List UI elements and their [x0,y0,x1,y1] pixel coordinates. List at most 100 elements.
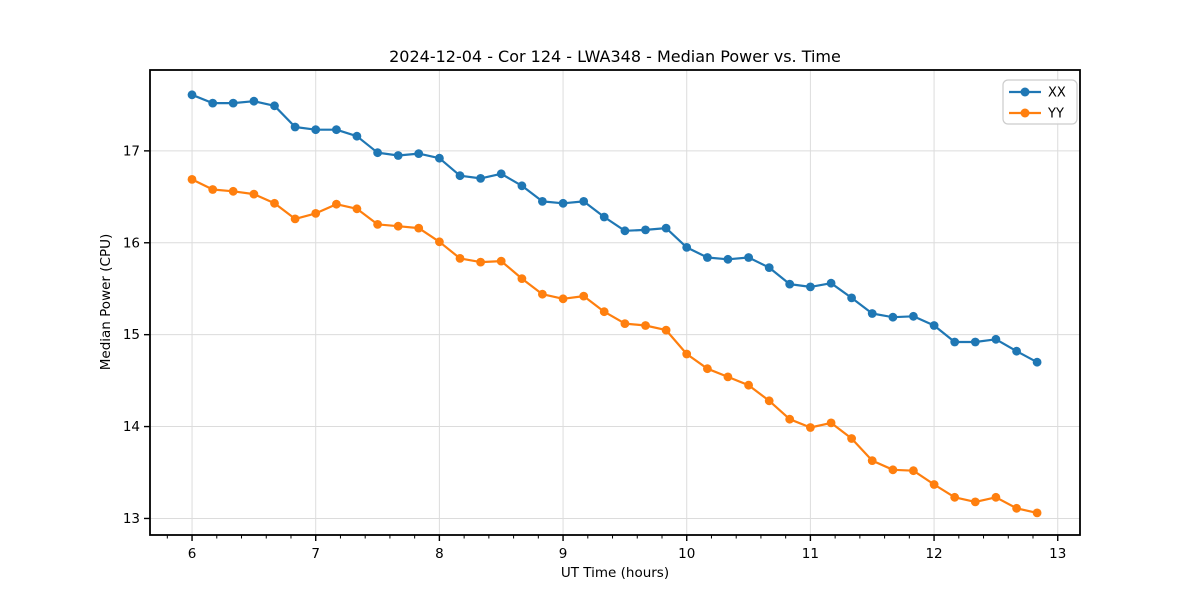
series-point-yy [1012,503,1021,513]
series-point-yy [352,204,362,214]
x-tick-label: 7 [311,546,320,562]
series-point-yy [867,456,877,465]
data-series [187,90,1042,518]
series-point-xx [1032,357,1042,367]
series-point-xx [455,171,465,181]
y-tick-label: 14 [123,419,140,435]
series-point-xx [270,101,279,111]
x-tick-label: 6 [188,546,197,562]
y-tick-label: 17 [123,143,140,159]
series-point-xx [496,169,506,179]
x-tick-label: 10 [678,546,695,562]
series-point-yy [826,418,836,428]
series-point-yy [970,497,980,507]
series-line-yy [191,178,1038,514]
series-point-yy [558,294,568,304]
series-point-yy [723,372,733,382]
series-point-yy [744,380,753,390]
series-point-yy [806,423,815,432]
series-point-yy [785,414,795,424]
plot-border [149,69,1081,536]
series-point-yy [373,220,382,229]
series-point-xx [393,151,403,160]
series-point-xx [764,263,774,272]
series-point-xx [228,98,238,108]
series-point-yy [435,237,444,247]
x-tick-label: 11 [802,546,819,562]
series-point-yy [909,466,918,476]
series-point-xx [290,122,300,132]
series-point-yy [455,254,465,263]
series-point-xx [558,198,568,208]
series-point-xx [991,334,1001,344]
series-point-yy [476,257,485,267]
series-point-yy [496,256,506,266]
series-point-xx [352,131,362,141]
grid-lines [150,70,1080,535]
series-point-yy [888,465,898,475]
series-point-yy [847,434,856,443]
series-point-xx [950,337,960,347]
series-point-yy [620,319,630,328]
series-point-yy [228,186,238,196]
legend: XX YY [1002,79,1078,125]
series-point-xx [620,226,630,236]
series-point-yy [393,221,403,231]
series-point-xx [476,174,485,183]
series-point-yy [991,492,1001,502]
series-point-yy [270,198,279,208]
y-axis-label: Median Power (CPU) [98,234,114,370]
series-point-xx [517,181,527,191]
x-tick-label: 8 [435,546,444,562]
series-point-yy [599,307,609,317]
chart-title: 2024-12-04 - Cor 124 - LWA348 - Median P… [389,47,841,66]
series-point-xx [187,90,197,100]
series-point-yy [641,321,650,330]
series-point-yy [764,396,774,406]
legend-label-yy: YY [1047,107,1064,122]
series-point-xx [909,311,918,321]
series-point-xx [744,253,753,262]
axis-ticks: 6 7 8 9 10 11 12 13 13 14 15 16 17 [123,143,1067,562]
series-point-yy [579,291,589,301]
series-point-xx [414,149,424,159]
x-tick-label: 13 [1049,546,1066,562]
legend-marker-yy [1020,108,1030,118]
legend-label-xx: XX [1048,86,1066,101]
x-tick-label: 9 [559,546,568,562]
series-point-yy [703,364,712,374]
series-point-xx [599,212,609,222]
series-point-xx [435,153,444,163]
series-point-xx [785,279,795,289]
series-point-xx [208,98,218,108]
series-point-yy [187,175,197,184]
series-point-yy [950,492,960,502]
series-point-yy [661,325,671,335]
y-tick-label: 15 [123,327,140,343]
series-line-xx [191,93,1038,364]
y-tick-label: 13 [123,511,140,527]
series-point-xx [373,148,382,158]
series-point-xx [806,282,815,292]
series-point-xx [847,293,856,303]
series-point-yy [414,223,424,233]
series-point-xx [970,337,980,347]
series-point-yy [249,189,259,199]
series-point-xx [1012,346,1021,356]
series-point-xx [538,197,547,206]
x-tick-label: 12 [925,546,942,562]
series-point-yy [929,480,939,489]
series-point-yy [311,209,321,218]
series-point-xx [888,312,898,322]
series-point-xx [703,253,712,262]
legend-box [1002,79,1078,125]
series-point-xx [311,125,321,135]
series-point-xx [867,309,877,318]
legend-marker-xx [1020,87,1030,97]
series-point-xx [579,197,589,206]
series-point-yy [538,289,547,299]
series-point-yy [1032,508,1042,518]
x-axis-label: UT Time (hours) [561,565,669,581]
